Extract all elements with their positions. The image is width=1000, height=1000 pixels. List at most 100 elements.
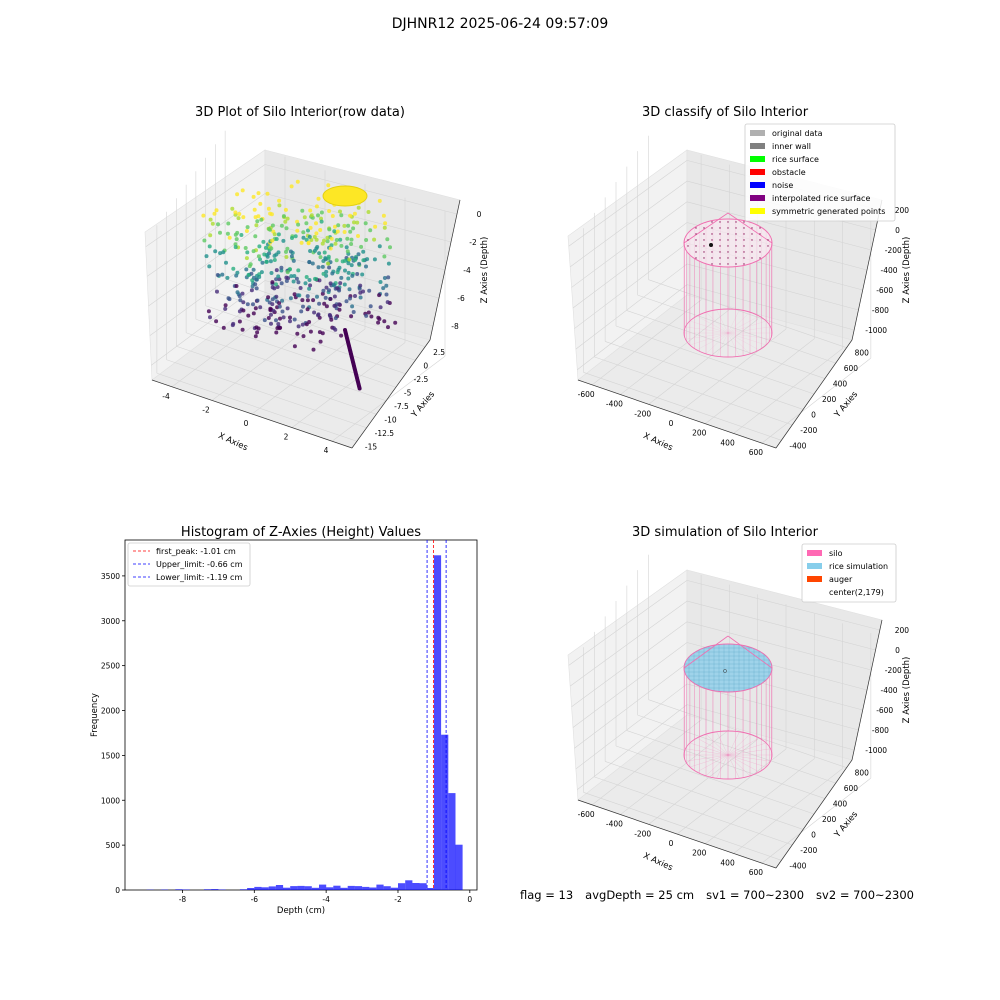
raw-point — [241, 300, 246, 305]
silo-floor-line — [727, 332, 771, 340]
raw-point — [326, 183, 331, 188]
raw-point — [300, 322, 305, 327]
grid-line — [577, 284, 688, 370]
raw-point — [274, 330, 279, 335]
raw-point — [276, 250, 281, 255]
grid-line — [251, 328, 366, 415]
grid-line — [605, 341, 804, 410]
raw-point — [304, 221, 309, 226]
raw-point — [306, 228, 310, 233]
surface-point — [743, 245, 745, 247]
histogram-bar — [283, 887, 291, 890]
z-tick-label: -200 — [885, 666, 902, 675]
raw-point — [346, 270, 351, 275]
z-axis-line — [429, 199, 461, 341]
surface-point — [703, 239, 705, 241]
raw-point — [382, 225, 387, 230]
surface-point — [719, 221, 721, 223]
raw-point — [329, 317, 334, 322]
raw-point — [253, 234, 258, 239]
raw-point — [276, 232, 281, 237]
histogram-bar — [398, 883, 406, 890]
raw-point — [352, 211, 357, 216]
grid-line — [676, 748, 787, 835]
raw-point — [343, 268, 347, 273]
grid-line — [577, 704, 688, 790]
y-tick-label: -2.5 — [414, 375, 429, 384]
raw-point — [266, 295, 271, 300]
raw-point — [256, 191, 261, 196]
histogram-bar — [448, 793, 456, 890]
silo-floor-line — [705, 332, 729, 354]
raw-point — [320, 331, 325, 336]
raw-point — [291, 258, 296, 263]
raw-point — [215, 273, 220, 277]
surface-point — [711, 227, 713, 229]
x-tick-label: -400 — [606, 400, 623, 409]
silo-floor-line — [727, 315, 760, 334]
raw-point — [356, 205, 361, 210]
silo-floor-line — [727, 737, 760, 756]
raw-point — [281, 214, 286, 219]
raw-point — [221, 250, 226, 255]
raw-point — [361, 258, 366, 263]
raw-point — [281, 315, 286, 320]
z-tick-label: -1000 — [865, 746, 887, 755]
raw-point — [291, 279, 296, 284]
raw-point — [287, 267, 292, 272]
surface-point — [695, 245, 697, 247]
surface-point — [695, 233, 697, 235]
raw-point — [301, 334, 306, 339]
y-tick-label: 800 — [855, 349, 870, 358]
raw-point — [285, 270, 290, 275]
raw-point — [288, 319, 292, 324]
histogram-bar — [175, 889, 183, 890]
raw-point — [230, 323, 235, 328]
histogram-bar — [347, 885, 355, 890]
raw-point — [309, 213, 314, 218]
silo-floor-line — [689, 742, 729, 756]
surface-point — [695, 239, 697, 241]
raw-point — [260, 260, 265, 265]
raw-point — [220, 272, 225, 277]
x-tick-label: 200 — [692, 429, 707, 438]
raw-point — [368, 304, 373, 309]
raw-point — [288, 315, 292, 320]
y-tick-label: 0 — [423, 361, 428, 370]
raw-point — [330, 214, 335, 218]
raw-point — [279, 223, 284, 228]
raw-point — [328, 246, 333, 251]
raw-point — [321, 288, 326, 293]
raw-point — [244, 229, 249, 233]
histogram-bar — [340, 887, 348, 890]
grid-line — [761, 777, 872, 864]
sv1-text: sv1 = 700~2300 — [706, 888, 805, 902]
raw-point — [256, 254, 261, 259]
flag-text: flag = 13 — [520, 888, 574, 902]
grid-line — [733, 348, 843, 434]
raw-point — [284, 275, 289, 280]
raw-point — [271, 308, 276, 313]
silo-floor-line — [727, 754, 767, 768]
grid-line — [761, 357, 872, 444]
grid-line — [591, 719, 702, 806]
raw-point — [262, 318, 267, 323]
x-tick-label: 400 — [720, 858, 735, 867]
raw-point — [284, 249, 288, 254]
raw-point — [305, 298, 310, 303]
y-tick-label: 0 — [811, 830, 816, 839]
raw-point — [338, 209, 342, 214]
raw-point — [227, 235, 232, 240]
raw-point — [300, 208, 305, 213]
raw-point — [316, 312, 321, 317]
raw-point — [201, 213, 206, 218]
raw-point — [272, 286, 277, 291]
raw-point — [323, 256, 328, 261]
raw-point — [237, 309, 242, 314]
chart-raw-3d: 3D Plot of Silo Interior(row data)-4-202… — [144, 105, 490, 455]
surface-point — [695, 227, 697, 229]
grid-line — [146, 193, 266, 277]
raw-point — [274, 294, 279, 299]
raw-point — [233, 245, 238, 250]
histogram-bar — [239, 889, 248, 890]
